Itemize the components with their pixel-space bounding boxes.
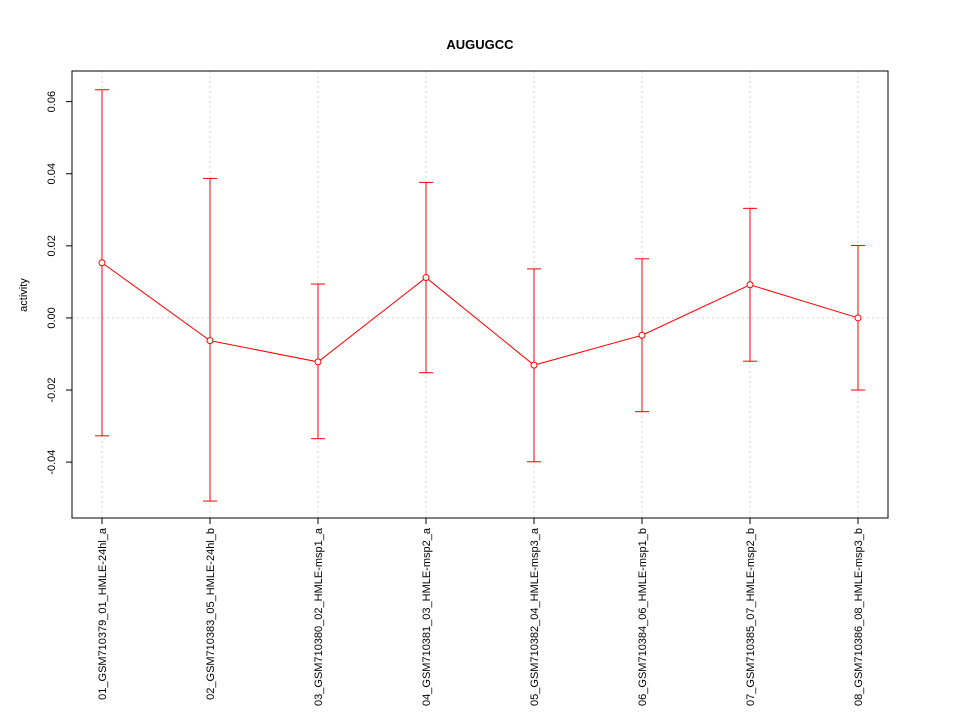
y-tick-label: 0.06 [46,91,58,112]
x-tick-label: 08_GSM710386_08_HMLE-msp3_b [853,528,865,706]
chart-title: AUGUGCC [446,37,514,52]
y-tick-label: 0.02 [46,235,58,256]
data-point [314,358,322,366]
series-line [101,262,859,366]
y-tick-label: -0.02 [46,377,58,402]
x-axis: 01_GSM710379_01_HMLE-24hl_a 02_GSM710383_… [97,518,865,706]
data-point [638,331,646,339]
series-line-layer [101,262,859,366]
y-axis-label: activity [18,278,30,312]
x-tick-label: 01_GSM710379_01_HMLE-24hl_a [97,527,109,700]
data-point [530,361,538,369]
data-point [422,274,430,282]
x-tick-label: 06_GSM710384_06_HMLE-msp1_b [637,528,649,706]
data-point [854,314,862,322]
y-tick-label: 0.00 [46,307,58,328]
data-point [98,259,106,267]
data-point [206,337,214,345]
x-tick-label: 07_GSM710385_07_HMLE-msp2_b [745,528,757,706]
data-points [98,259,862,369]
y-axis: -0.04 -0.02 0.00 0.02 0.04 0.06 [46,91,73,475]
x-tick-label: 02_GSM710383_05_HMLE-24hl_b [205,528,217,700]
grid [72,71,888,518]
x-tick-label: 05_GSM710382_04_HMLE-msp3_a [529,527,541,706]
y-tick-label: -0.04 [46,450,58,475]
data-point [746,281,754,289]
x-tick-label: 03_GSM710380_02_HMLE-msp1_a [313,527,325,706]
y-tick-label: 0.04 [46,163,58,184]
plot-frame [71,70,889,519]
x-tick-label: 04_GSM710381_03_HMLE-msp2_a [421,527,433,706]
